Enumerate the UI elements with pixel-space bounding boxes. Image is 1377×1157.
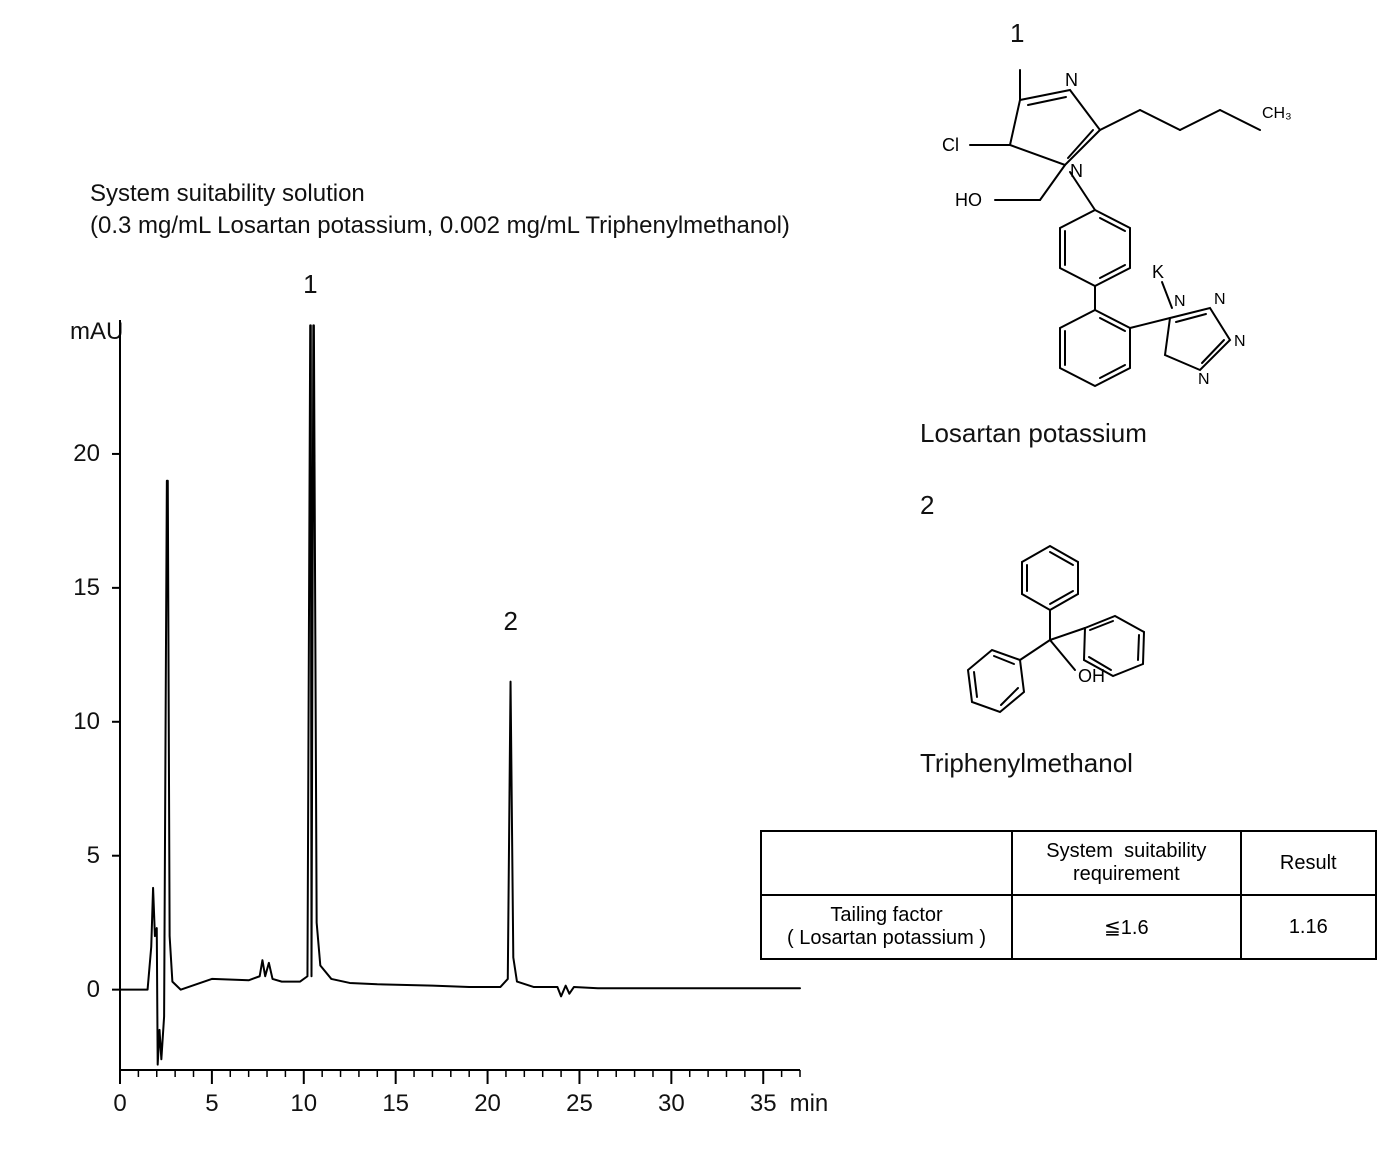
results-table-cell: 1.16 [1241,895,1376,959]
compound-2-structure-icon: OH [900,520,1220,740]
compound-1-structure-icon: N N Cl HO CH₃ [900,50,1300,410]
svg-text:N: N [1174,293,1186,310]
figure-title-line1: System suitability solution [90,180,365,208]
svg-text:N: N [1198,371,1210,388]
svg-text:N: N [1214,291,1226,308]
svg-text:HO: HO [955,190,982,210]
svg-text:Cl: Cl [942,135,959,155]
svg-text:N: N [1065,70,1078,90]
svg-text:K: K [1152,262,1164,282]
svg-text:N: N [1234,333,1246,350]
results-table-cell: Tailing factor( Losartan potassium ) [761,895,1012,959]
results-table-header: Result [1241,831,1376,895]
compound-2-name: Triphenylmethanol [920,748,1133,779]
figure-title-line2: (0.3 mg/mL Losartan potassium, 0.002 mg/… [90,212,790,240]
results-table: System suitabilityrequirementResult Taili… [760,830,1377,960]
results-table-header: System suitabilityrequirement [1012,831,1240,895]
svg-text:N: N [1070,161,1083,181]
compound-1-index: 1 [1010,18,1024,49]
figure-canvas: System suitability solution (0.3 mg/mL L… [0,0,1377,1157]
compound-2-index: 2 [920,490,934,521]
svg-text:CH₃: CH₃ [1262,105,1292,122]
compound-1-name: Losartan potassium [920,418,1147,449]
results-table-header [761,831,1012,895]
peak-label: 1 [303,269,317,300]
results-table-cell: ≦1.6 [1012,895,1240,959]
chromatogram-plot [80,300,840,1130]
